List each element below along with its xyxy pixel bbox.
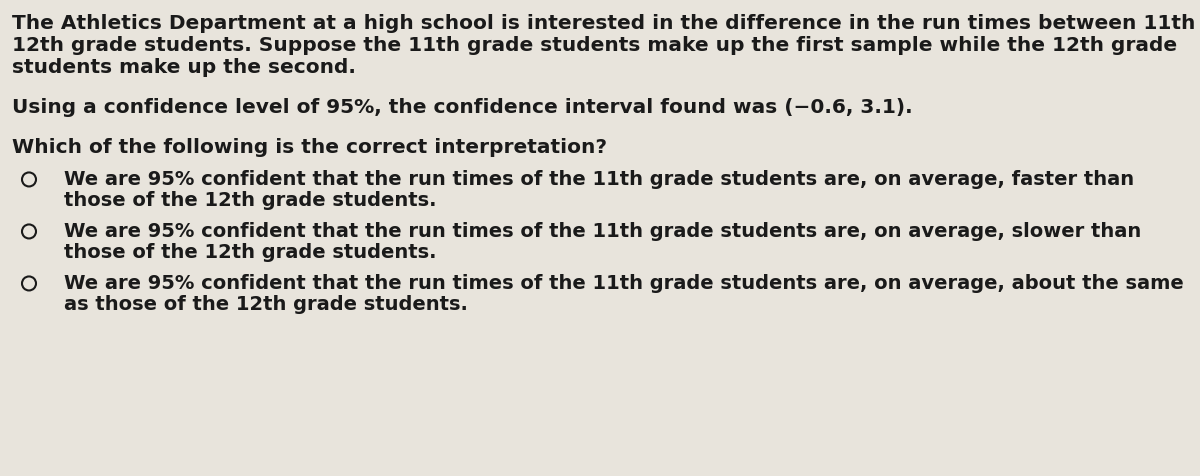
Text: those of the 12th grade students.: those of the 12th grade students. bbox=[64, 191, 437, 210]
Text: We are 95% confident that the run times of the 11th grade students are, on avera: We are 95% confident that the run times … bbox=[64, 222, 1141, 241]
Text: We are 95% confident that the run times of the 11th grade students are, on avera: We are 95% confident that the run times … bbox=[64, 170, 1134, 189]
Text: We are 95% confident that the run times of the 11th grade students are, on avera: We are 95% confident that the run times … bbox=[64, 274, 1183, 293]
Text: as those of the 12th grade students.: as those of the 12th grade students. bbox=[64, 295, 468, 314]
Text: Which of the following is the correct interpretation?: Which of the following is the correct in… bbox=[12, 138, 607, 157]
Text: students make up the second.: students make up the second. bbox=[12, 58, 356, 77]
Text: those of the 12th grade students.: those of the 12th grade students. bbox=[64, 243, 437, 262]
Text: 12th grade students. Suppose the 11th grade students make up the first sample wh: 12th grade students. Suppose the 11th gr… bbox=[12, 36, 1177, 55]
Text: The Athletics Department at a high school is interested in the difference in the: The Athletics Department at a high schoo… bbox=[12, 14, 1200, 33]
Text: Using a confidence level of 95%, the confidence interval found was (−0.6, 3.1).: Using a confidence level of 95%, the con… bbox=[12, 98, 913, 117]
